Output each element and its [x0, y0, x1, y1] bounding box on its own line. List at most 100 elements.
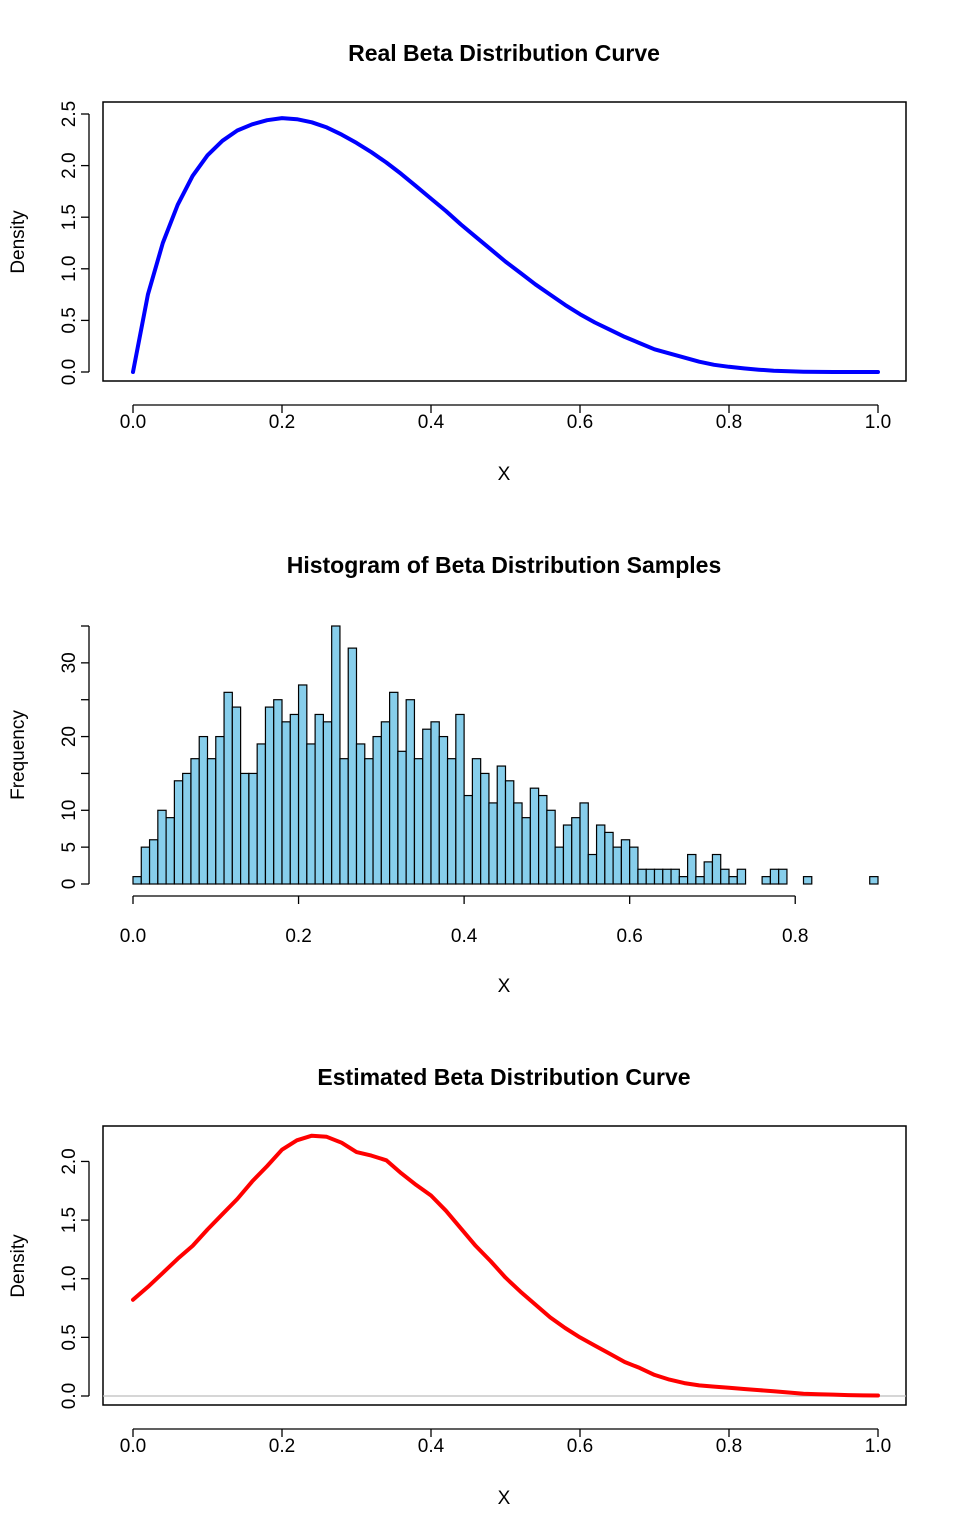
- histogram-bar: [355, 743, 366, 885]
- x-tick-label: 0.0: [120, 412, 146, 433]
- histogram-bar: [728, 876, 738, 885]
- histogram-bar: [761, 876, 771, 885]
- histogram-bar: [190, 758, 200, 885]
- histogram-bar: [339, 758, 349, 885]
- histogram-bar: [711, 853, 722, 885]
- x-tick-label: 0.8: [716, 1436, 742, 1457]
- histogram-bar: [413, 758, 424, 885]
- x-tick-label: 1.0: [865, 412, 891, 433]
- histogram-bar: [736, 868, 747, 885]
- histogram-bar: [554, 846, 565, 885]
- x-tick-label: 0.8: [716, 412, 742, 433]
- y-tick-label: 0.0: [59, 1383, 80, 1409]
- plot-frame: [102, 1125, 907, 1406]
- histogram-bar: [364, 758, 374, 885]
- histogram-bar: [463, 794, 473, 885]
- histogram-bar: [612, 846, 622, 885]
- histogram-bar: [173, 780, 184, 885]
- chart-title: Estimated Beta Distribution Curve: [317, 1064, 690, 1090]
- y-tick-label: 2.5: [59, 101, 80, 127]
- histogram-bar: [562, 824, 573, 885]
- histogram-bar: [595, 824, 606, 885]
- histogram-bar: [670, 868, 680, 885]
- histogram-bar: [314, 713, 324, 885]
- histogram-bar: [620, 839, 631, 885]
- axis-ticks: 0.0 0.2 0.4 0.6 0.8 1.0 0.0 0.5 1.0 1.5 2.0: [59, 1148, 891, 1457]
- estimated-beta-panel: Estimated Beta Distribution Curve X Dens…: [8, 1064, 907, 1509]
- histogram-bar: [405, 699, 416, 885]
- histogram-bar: [372, 735, 382, 885]
- histogram-bar: [148, 839, 159, 885]
- histogram-bar: [587, 853, 598, 885]
- histogram-bar: [430, 721, 440, 885]
- histogram-bar: [347, 647, 358, 885]
- histogram-bar: [223, 691, 233, 885]
- y-tick-label: 0.5: [59, 307, 80, 333]
- histogram-bar: [446, 758, 457, 885]
- histogram-bar: [422, 728, 432, 885]
- x-tick-label: 0.4: [451, 926, 478, 947]
- histogram-bar: [529, 787, 540, 885]
- histogram-bar: [488, 802, 498, 885]
- histogram-bar: [231, 706, 242, 885]
- histogram-bar: [571, 817, 581, 885]
- histogram-bar: [769, 868, 780, 885]
- x-tick-label: 0.8: [782, 926, 808, 947]
- y-tick-label: 1.0: [59, 256, 80, 282]
- histogram-bar: [438, 735, 449, 885]
- y-tick-label: 0.0: [59, 359, 80, 385]
- histogram-bar: [496, 765, 507, 885]
- histogram-bar: [695, 876, 705, 885]
- histogram-bar: [132, 876, 142, 885]
- histogram-panel: Histogram of Beta Distribution Samples X…: [8, 552, 879, 997]
- histogram-bar: [322, 721, 333, 885]
- x-tick-label: 0.2: [269, 412, 295, 433]
- x-tick-label: 0.0: [120, 926, 146, 947]
- histogram-bar: [297, 684, 308, 885]
- plot-frame: [102, 101, 907, 382]
- histogram-bar: [653, 868, 664, 885]
- x-tick-label: 0.2: [285, 926, 311, 947]
- histogram-bar: [397, 750, 407, 885]
- histogram-bar: [380, 721, 391, 885]
- density-curve: [131, 116, 880, 374]
- chart-title: Real Beta Distribution Curve: [348, 40, 660, 66]
- x-axis-label: X: [498, 976, 511, 997]
- y-tick-label: 1.5: [59, 204, 80, 230]
- histogram-bar: [778, 868, 788, 885]
- y-axis-label: Density: [8, 1234, 29, 1298]
- histogram-bar: [182, 772, 192, 885]
- histogram-bar: [869, 876, 879, 885]
- x-tick-label: 0.0: [120, 1436, 146, 1457]
- x-tick-label: 0.6: [567, 1436, 593, 1457]
- axis-ticks: 0.0 0.2 0.4 0.6 0.8 1.0 0.0 0.5 1.0 1.5 2.0 2.5: [59, 101, 891, 433]
- histogram-bar: [687, 853, 697, 885]
- x-tick-label: 0.6: [567, 412, 593, 433]
- histogram-bars: [132, 625, 879, 885]
- histogram-bar: [662, 868, 672, 885]
- histogram-bar: [678, 876, 689, 885]
- real-beta-panel: Real Beta Distribution Curve X Density 0…: [8, 40, 907, 485]
- histogram-bar: [455, 713, 465, 885]
- x-tick-label: 0.6: [616, 926, 642, 947]
- histogram-bar: [629, 846, 639, 885]
- axis-ticks: 0.0 0.2 0.4 0.6 0.8 0 5 10 20 30: [59, 625, 808, 947]
- histogram-bar: [546, 809, 556, 885]
- y-axis-label: Density: [8, 210, 29, 274]
- x-tick-label: 0.2: [269, 1436, 295, 1457]
- x-tick-label: 1.0: [865, 1436, 891, 1457]
- histogram-bar: [802, 876, 813, 885]
- histogram-bar: [264, 706, 275, 885]
- histogram-bar: [579, 802, 589, 885]
- histogram-bar: [645, 868, 656, 885]
- histogram-bar: [215, 735, 225, 885]
- histogram-bar: [198, 735, 209, 885]
- density-curve: [131, 1133, 880, 1398]
- histogram-bar: [604, 831, 614, 885]
- histogram-bar: [538, 794, 548, 885]
- histogram-bar: [240, 772, 250, 885]
- y-tick-label: 1.5: [59, 1207, 80, 1233]
- x-axis-label: X: [498, 1488, 511, 1509]
- histogram-bar: [471, 758, 482, 885]
